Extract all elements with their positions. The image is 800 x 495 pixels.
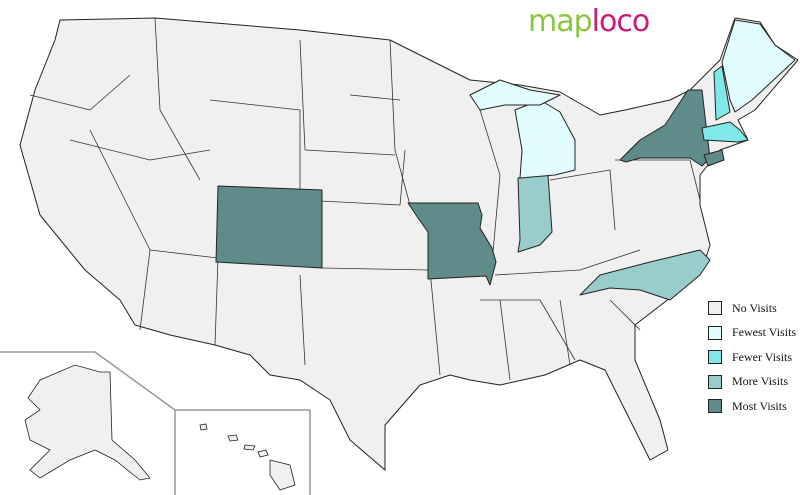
legend-item-no-visits: No Visits [708,296,796,321]
legend-label: Fewer Visits [732,349,793,364]
inset-borders [0,351,311,495]
us-outline [19,17,799,471]
state-alaska [24,364,151,481]
legend-label: More Visits [732,374,789,389]
legend-item-fewer-visits: Fewer Visits [708,345,796,370]
legend-swatch [708,374,722,389]
state-michigan [469,79,561,111]
state-new-hampshire [713,65,731,121]
legend-label: No Visits [732,300,777,315]
legend-label: Fewest Visits [732,325,797,340]
legend-label: Most Visits [732,398,787,413]
state-hawaii [199,423,296,491]
legend: No Visits Fewest Visits Fewer Visits Mor… [708,296,796,419]
legend-swatch [708,350,722,365]
legend-item-more-visits: More Visits [708,370,796,395]
legend-item-fewest-visits: Fewest Visits [708,321,796,346]
state-north-carolina [579,249,711,301]
state-colorado [215,185,323,269]
state-missouri [407,202,497,286]
legend-swatch [708,399,722,414]
state-maine [721,19,796,113]
legend-swatch [708,325,722,340]
legend-item-most-visits: Most Visits [708,394,796,419]
state-michigan [514,99,576,179]
maploco-logo: maploco [528,4,651,39]
legend-swatch [708,301,722,316]
state-connecticut [703,149,725,167]
logo-map: map [528,4,593,39]
state-massachusetts [701,121,749,143]
logo-loco: loco [591,4,651,39]
